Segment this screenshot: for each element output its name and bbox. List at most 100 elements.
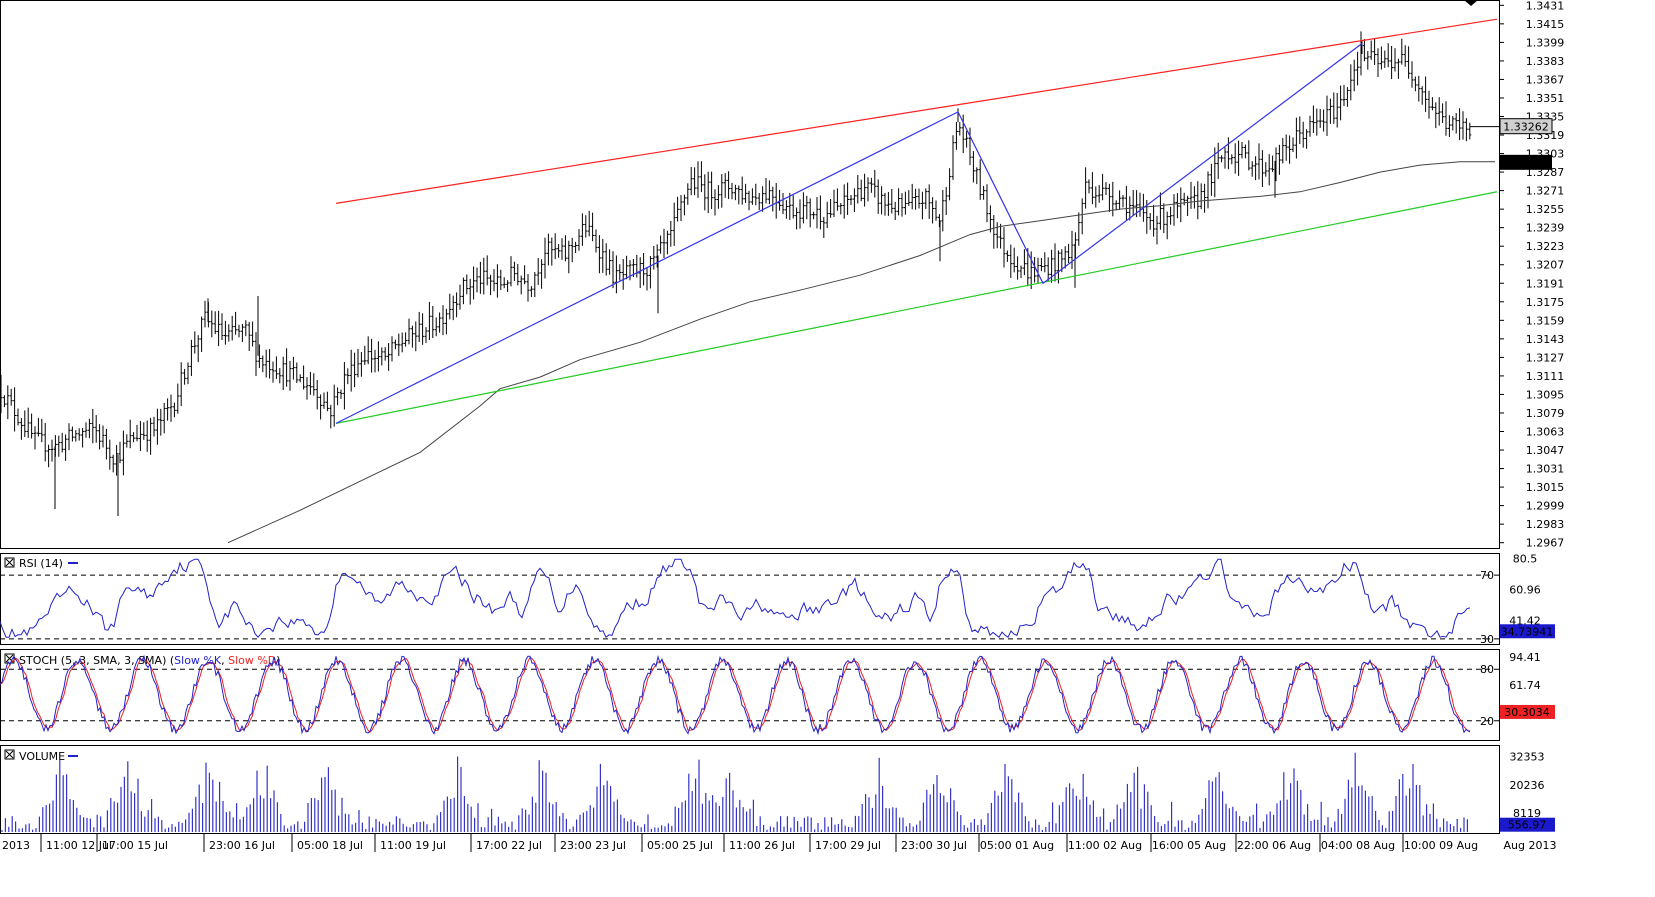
ohlc-bar [570,237,574,263]
ohlc-bar [740,176,744,205]
ohlc-bar [1060,249,1064,273]
ohlc-bar [1226,137,1230,170]
ohlc-bar [281,356,285,390]
ohlc-bar [648,255,652,289]
ohlc-bar [682,194,686,216]
ohlc-bar [1407,46,1411,79]
ohlc-bar [880,186,884,215]
rsi-panel-title: RSI (14) [19,557,63,570]
upper-channel-line [335,18,1498,204]
ohlc-bar [1192,186,1196,209]
ohlc-bar [387,343,391,371]
ohlc-bar [417,311,421,342]
ohlc-bar [604,243,608,276]
ohlc-bar [910,183,914,210]
ohlc-bar [846,182,850,215]
ohlc-bar [744,183,748,203]
ohlc-bar [1264,162,1268,177]
ohlc-bar [499,269,503,291]
ohlc-bar [849,194,853,206]
price-tick-label: 1.3095 [1526,388,1565,401]
ohlc-bar [818,195,822,230]
ohlc-bar [1056,250,1060,284]
ohlc-bar [421,313,425,345]
ohlc-bar [298,374,302,383]
ohlc-bar [1189,181,1193,209]
ohlc-bar [720,174,724,208]
ohlc-bar [393,339,397,350]
price-tick-label: 1.3415 [1526,18,1565,31]
rsi-panel-toggle[interactable] [4,557,15,568]
ohlc-bar [543,237,547,279]
ohlc-bar [461,277,465,305]
ohlc-bar [186,362,190,385]
ohlc-bar [706,171,710,214]
ohlc-bar [336,387,340,406]
ohlc-bar [1009,244,1013,279]
ohlc-bar [1386,43,1390,68]
ohlc-bar [975,167,979,185]
ohlc-bar [1362,39,1366,62]
ohlc-bar [451,295,455,321]
ohlc-bar [91,408,95,444]
stoch-tick-label: 94.41 [1509,651,1541,664]
ohlc-bar [1240,141,1244,159]
ohlc-bar [890,188,894,214]
ohlc-bar [999,223,1003,249]
ohlc-bar [968,127,972,166]
ohlc-bar [1339,85,1343,121]
ohlc-bar [373,349,377,373]
ohlc-bar [1121,195,1125,208]
price-tick-label: 1.3383 [1526,55,1565,68]
ohlc-bar [1165,211,1169,240]
ohlc-bar [971,151,975,183]
ohlc-bar [842,184,846,219]
ohlc-bar [815,197,819,229]
volume-panel-toggle[interactable] [4,749,15,760]
ohlc-bar [676,196,680,222]
ohlc-bar [26,407,30,438]
ohlc-bar [50,439,54,462]
ohlc-bar [1179,187,1183,223]
ohlc-bar [808,198,812,228]
ohlc-bar [747,190,751,211]
time-tick-label: 23:00 23 Jul [560,839,626,852]
ohlc-bar [563,235,567,262]
ohlc-bar [1356,51,1360,86]
ohlc-bar [244,320,248,337]
ohlc-bar [540,259,544,289]
ohlc-bar [920,191,924,220]
ohlc-bar [196,335,200,363]
ohlc-bar [1199,183,1203,210]
ohlc-bar [67,423,71,451]
ohlc-bar [948,168,952,201]
ohlc-bar [57,435,61,457]
ohlc-bar [6,385,10,420]
ohlc-bar [1260,150,1264,188]
ohlc-bar [1223,147,1227,169]
ohlc-bar [1114,200,1118,211]
ohlc-bar [264,349,268,378]
ohlc-bar [509,256,513,287]
ohlc-bar [1043,252,1047,273]
ohlc-bar [903,191,907,215]
ohlc-bar [370,338,374,373]
time-tick-label: 05:00 25 Jul [647,839,713,852]
time-tick-label: 11:00 26 Jul [729,839,795,852]
ohlc-bar [693,167,697,196]
ohlc-bar [574,241,578,254]
ohlc-bar [13,387,17,432]
ohlc-bar [257,344,261,368]
ohlc-bar [441,305,445,336]
ohlc-bar [1458,108,1462,141]
ohlc-bar [210,310,214,338]
ohlc-bar [227,324,231,342]
ohlc-bar [1101,173,1105,201]
ohlc-bar [798,199,802,229]
current-price-box [1499,118,1553,135]
ohlc-bar [560,238,564,260]
ohlc-bar [1305,129,1309,149]
ohlc-bar [1097,185,1101,203]
ohlc-bar [349,349,353,392]
ohlc-bar [995,222,999,249]
